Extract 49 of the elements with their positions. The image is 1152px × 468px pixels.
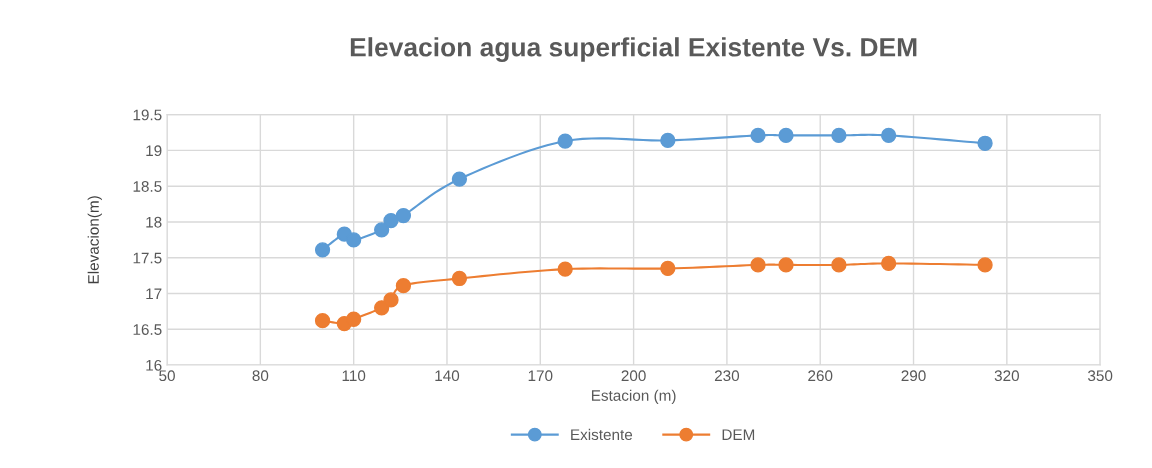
y-tick-label: 18 xyxy=(146,216,162,228)
point xyxy=(314,313,331,329)
point xyxy=(778,257,794,273)
y-tick-label: 16 xyxy=(146,359,162,371)
point xyxy=(451,171,468,187)
point xyxy=(881,127,897,144)
x-tick-label: 80 xyxy=(252,370,269,382)
point xyxy=(750,127,766,144)
point xyxy=(750,257,766,273)
y-tick-label: 18.5 xyxy=(133,181,162,192)
point xyxy=(660,260,676,277)
y-tick-label: 19.5 xyxy=(133,109,162,121)
x-tick-label: 200 xyxy=(621,370,646,382)
point xyxy=(881,255,897,272)
legend-label: DEM xyxy=(722,429,755,440)
y-tick-label: 16.5 xyxy=(133,324,162,335)
legend-label: Existente xyxy=(571,428,633,441)
point xyxy=(557,133,573,149)
y-axis-title: Elevacion(m) xyxy=(87,196,102,284)
x-tick-label: 260 xyxy=(808,370,833,382)
x-tick-label: 290 xyxy=(901,370,926,382)
x-tick-label: 170 xyxy=(528,370,553,382)
point xyxy=(977,135,993,151)
y-tick-label: 17 xyxy=(146,288,162,300)
x-tick-label: 50 xyxy=(159,370,175,382)
chart-title: Elevacion agua superficial Existente Vs. DEM xyxy=(350,37,917,62)
point xyxy=(451,270,468,287)
point xyxy=(831,127,847,144)
point xyxy=(778,127,794,144)
point xyxy=(831,257,847,273)
point xyxy=(395,207,412,224)
point xyxy=(374,222,390,238)
y-tick-label: 17.5 xyxy=(133,252,162,264)
x-tick-label: 110 xyxy=(342,370,366,382)
point xyxy=(346,311,362,327)
x-tick-label: 320 xyxy=(994,370,1019,382)
point xyxy=(383,292,399,308)
y-tick-label: 19 xyxy=(146,145,162,157)
x-tick-label: 350 xyxy=(1088,370,1113,382)
point xyxy=(346,232,362,248)
point xyxy=(660,132,676,149)
x-tick-label: 230 xyxy=(714,370,740,382)
point xyxy=(383,212,399,229)
x-axis-title: Estacion (m) xyxy=(591,389,676,404)
x-tick-label: 140 xyxy=(435,370,460,382)
point xyxy=(395,277,412,294)
point xyxy=(314,242,331,258)
point xyxy=(977,257,993,273)
point xyxy=(557,261,573,277)
